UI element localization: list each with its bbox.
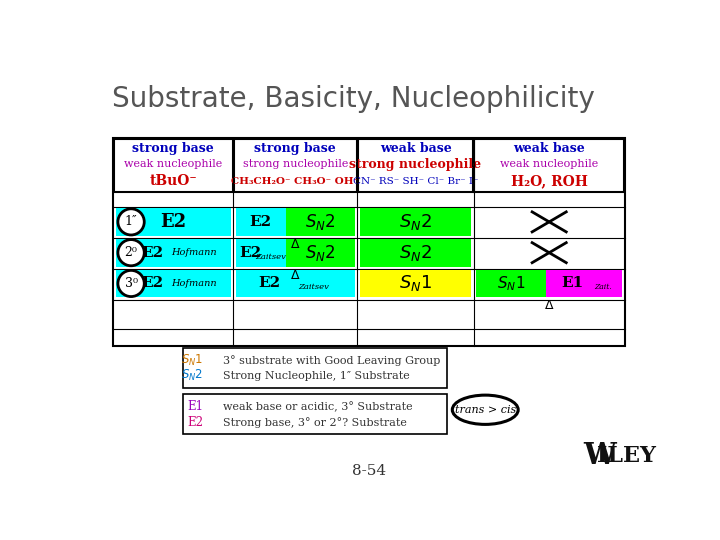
Bar xyxy=(183,394,446,434)
Bar xyxy=(114,139,233,192)
Circle shape xyxy=(118,240,144,266)
Text: Strong base, 3° or 2°? Substrate: Strong base, 3° or 2°? Substrate xyxy=(222,417,406,428)
Text: Δ: Δ xyxy=(291,238,300,251)
Bar xyxy=(358,139,473,192)
Text: $S_N2$: $S_N2$ xyxy=(399,212,432,232)
Text: E2: E2 xyxy=(161,213,186,231)
Text: E2: E2 xyxy=(187,416,203,429)
Text: 1″: 1″ xyxy=(125,215,138,228)
Text: Zaitsev: Zaitsev xyxy=(298,284,329,292)
Text: Strong Nucleophile, 1″ Substrate: Strong Nucleophile, 1″ Substrate xyxy=(222,371,409,381)
Bar xyxy=(286,208,355,236)
Text: E2: E2 xyxy=(141,276,163,291)
Bar xyxy=(116,269,231,298)
Bar xyxy=(360,208,472,236)
Text: strong base: strong base xyxy=(254,142,336,155)
Text: Substrate, Basicity, Nucleophilicity: Substrate, Basicity, Nucleophilicity xyxy=(112,85,595,113)
Text: trans > cis: trans > cis xyxy=(454,405,516,415)
Circle shape xyxy=(118,209,144,235)
Bar xyxy=(235,269,355,298)
Bar xyxy=(476,269,546,298)
Text: $S_N1$: $S_N1$ xyxy=(497,274,526,293)
Ellipse shape xyxy=(452,395,518,424)
Text: weak base: weak base xyxy=(379,142,451,155)
Text: weak base or acidic, 3° Substrate: weak base or acidic, 3° Substrate xyxy=(222,401,412,412)
Bar xyxy=(234,139,356,192)
Text: E1: E1 xyxy=(562,276,584,291)
Text: strong nucleophile: strong nucleophile xyxy=(349,158,482,171)
Text: $S_N1$: $S_N1$ xyxy=(399,273,432,293)
Text: E2: E2 xyxy=(141,246,163,260)
Text: H₂O, ROH: H₂O, ROH xyxy=(510,174,588,188)
Text: Hofmann: Hofmann xyxy=(171,248,217,257)
Bar xyxy=(360,239,472,267)
Text: $S_N2$: $S_N2$ xyxy=(399,242,432,262)
Bar xyxy=(546,269,622,298)
Text: 3⁰: 3⁰ xyxy=(125,277,138,290)
Bar xyxy=(116,208,231,236)
Bar xyxy=(286,239,355,267)
Text: ILEY: ILEY xyxy=(597,445,656,467)
Text: weak nucleophile: weak nucleophile xyxy=(500,159,598,169)
Text: Δ: Δ xyxy=(545,299,554,312)
Text: weak nucleophile: weak nucleophile xyxy=(124,159,222,169)
Circle shape xyxy=(118,271,144,296)
Text: 2⁰: 2⁰ xyxy=(125,246,138,259)
Bar xyxy=(235,239,286,267)
Text: 3° substrate with Good Leaving Group: 3° substrate with Good Leaving Group xyxy=(222,355,440,366)
Text: Zait.: Zait. xyxy=(595,284,612,292)
Text: E2: E2 xyxy=(258,276,280,291)
Text: W: W xyxy=(583,442,616,470)
Text: E1: E1 xyxy=(187,400,203,413)
Bar xyxy=(360,269,472,298)
Bar xyxy=(183,348,446,388)
Text: weak base: weak base xyxy=(513,142,585,155)
Text: $S_N1$: $S_N1$ xyxy=(181,353,203,368)
Text: CN⁻ RS⁻ SH⁻ Cl⁻ Br⁻ I⁻: CN⁻ RS⁻ SH⁻ Cl⁻ Br⁻ I⁻ xyxy=(353,177,478,186)
Text: E2: E2 xyxy=(240,246,262,260)
Text: $S_N2$: $S_N2$ xyxy=(305,242,336,262)
Text: Hofmann: Hofmann xyxy=(171,279,217,288)
Text: strong nucleophile: strong nucleophile xyxy=(243,159,348,169)
Text: 8-54: 8-54 xyxy=(352,463,386,477)
Bar xyxy=(235,208,286,236)
Text: Δ: Δ xyxy=(291,268,300,281)
Text: Zaitsev: Zaitsev xyxy=(256,253,287,261)
Text: strong base: strong base xyxy=(132,142,214,155)
Text: E2: E2 xyxy=(250,215,272,229)
Text: $S_N2$: $S_N2$ xyxy=(305,212,336,232)
Text: $S_N2$: $S_N2$ xyxy=(181,368,203,383)
Bar xyxy=(113,138,625,346)
Bar xyxy=(116,239,231,267)
Bar xyxy=(474,139,624,192)
Text: tBuO⁻: tBuO⁻ xyxy=(150,174,197,188)
Text: CH₃CH₂O⁻ CH₃O⁻ OH⁻: CH₃CH₂O⁻ CH₃O⁻ OH⁻ xyxy=(231,177,359,186)
